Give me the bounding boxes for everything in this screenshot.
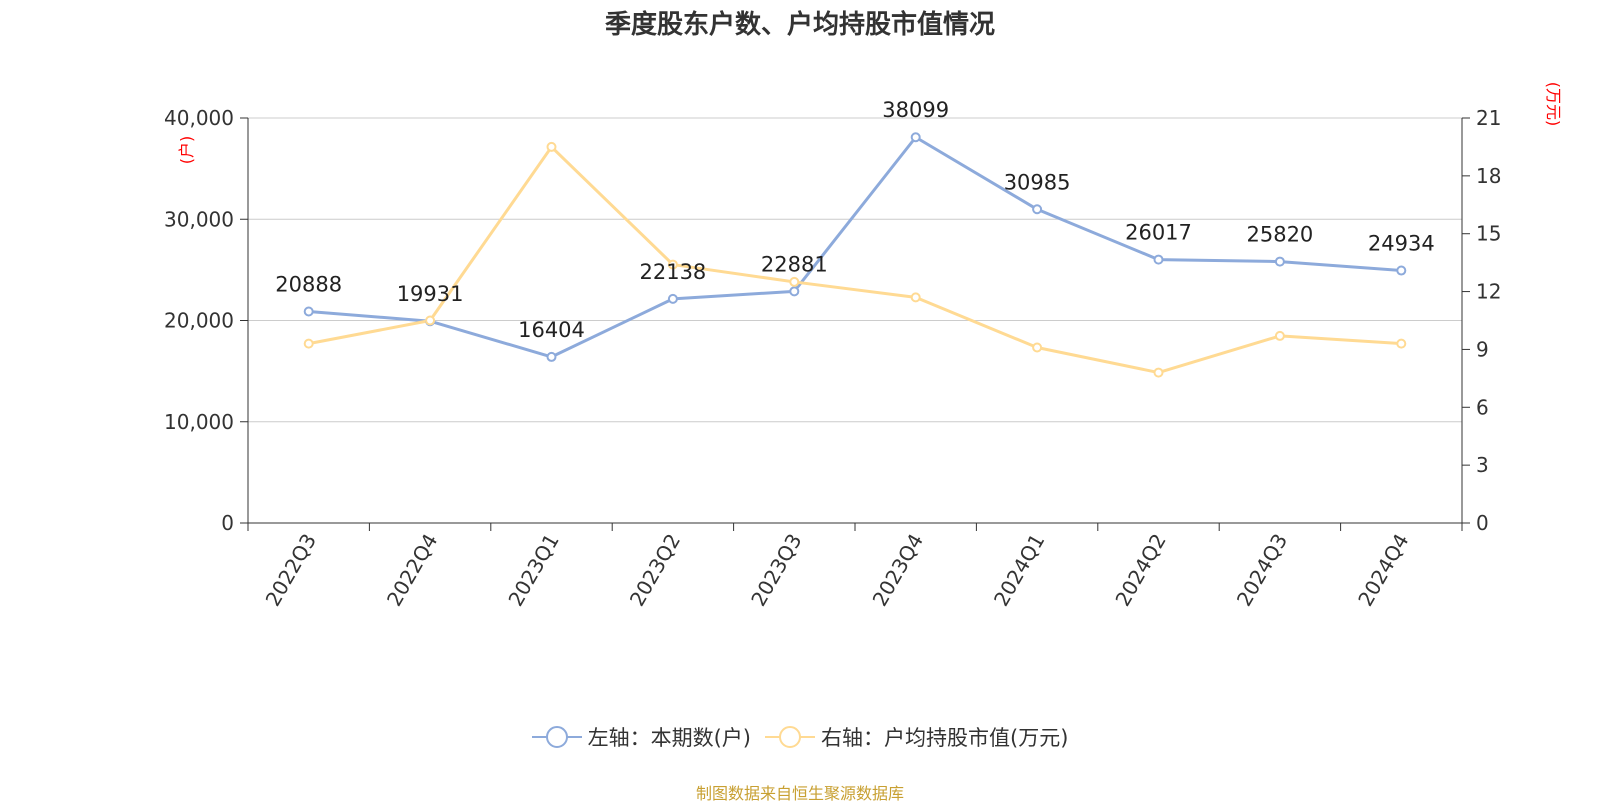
data-point-right xyxy=(789,276,800,287)
left-axis-tick-label: 40,000 xyxy=(164,106,234,130)
right-axis-tick-label: 15 xyxy=(1476,222,1501,246)
data-point-left xyxy=(1396,265,1407,276)
x-axis-tick-label: 2023Q4 xyxy=(868,530,928,611)
data-point-right xyxy=(1396,338,1407,349)
legend-label-right: 右轴：户均持股市值(万元) xyxy=(821,726,1069,750)
data-label: 22881 xyxy=(761,252,828,276)
right-axis-tick-label: 9 xyxy=(1476,337,1489,361)
data-point-right xyxy=(1032,342,1043,353)
series-line-left xyxy=(308,135,1402,359)
data-point-left xyxy=(789,286,800,297)
chart-title: 季度股东户数、户均持股市值情况 xyxy=(604,10,995,40)
data-label: 38099 xyxy=(882,98,949,122)
data-point-left xyxy=(303,306,314,317)
data-point-right xyxy=(303,338,314,349)
x-axis-tick-label: 2023Q1 xyxy=(503,530,563,611)
legend-right-marker-icon xyxy=(765,726,815,748)
right-axis-tick-label: 3 xyxy=(1476,453,1489,477)
legend-item-right[interactable]: 右轴：户均持股市值(万元) xyxy=(765,722,1068,752)
x-axis-tick-label: 2024Q2 xyxy=(1110,530,1170,611)
data-label: 26017 xyxy=(1125,221,1192,245)
legend-label-left: 左轴：本期数(户) xyxy=(587,726,751,750)
data-point-right xyxy=(910,292,921,303)
data-label: 19931 xyxy=(397,282,464,306)
data-point-right xyxy=(425,315,436,326)
x-axis-tick-label: 2022Q4 xyxy=(382,530,442,611)
legend: 左轴：本期数(户) 右轴：户均持股市值(万元) xyxy=(0,722,1600,752)
data-label: 22138 xyxy=(639,260,706,284)
left-axis-tick-label: 30,000 xyxy=(164,207,234,231)
data-point-left xyxy=(910,132,921,143)
right-axis-tick-label: 21 xyxy=(1476,106,1501,130)
x-axis-tick-label: 2024Q4 xyxy=(1353,530,1413,611)
x-axis-tick-label: 2022Q3 xyxy=(261,530,321,611)
data-point-right xyxy=(667,259,678,270)
x-axis-tick-label: 2024Q3 xyxy=(1232,530,1292,611)
series-line-right xyxy=(308,145,1402,375)
data-label: 25820 xyxy=(1246,223,1313,247)
right-axis-tick-label: 0 xyxy=(1476,511,1489,535)
left-axis-tick-label: 10,000 xyxy=(164,410,234,434)
x-axis-tick-label: 2023Q2 xyxy=(625,530,685,611)
data-point-left xyxy=(1274,256,1285,267)
data-label: 20888 xyxy=(275,273,342,297)
data-point-left xyxy=(1032,204,1043,215)
source-note: 制图数据来自恒生聚源数据库 xyxy=(695,784,904,803)
right-axis-tick-label: 6 xyxy=(1476,395,1489,419)
right-axis-unit-label: (万元) xyxy=(1544,82,1563,127)
legend-left-marker-icon xyxy=(531,726,582,748)
data-point-right xyxy=(1153,367,1164,378)
legend-item-left[interactable]: 左轴：本期数(户) xyxy=(531,722,751,752)
data-label: 30985 xyxy=(1004,170,1071,194)
chart-area: 0 10,000 20,000 30,000 40,000 0 3 6 9 12 15 18 21 (户)… xyxy=(164,82,1563,611)
data-label: 16404 xyxy=(518,318,585,342)
left-axis-tick-label: 0 xyxy=(221,511,234,535)
data-label: 24934 xyxy=(1368,232,1435,256)
data-point-right xyxy=(546,141,557,152)
x-axis-tick-label: 2024Q1 xyxy=(989,530,1049,611)
left-axis-tick-label: 20,000 xyxy=(164,309,234,333)
right-axis-tick-label: 12 xyxy=(1476,280,1501,304)
data-point-left xyxy=(1153,254,1164,265)
x-axis-tick-label: 2023Q3 xyxy=(746,530,806,611)
data-point-left xyxy=(546,351,557,362)
data-point-left xyxy=(667,293,678,304)
left-axis-unit-label: (户) xyxy=(177,136,196,165)
right-axis-tick-label: 18 xyxy=(1476,164,1501,188)
data-point-right xyxy=(1274,330,1285,341)
